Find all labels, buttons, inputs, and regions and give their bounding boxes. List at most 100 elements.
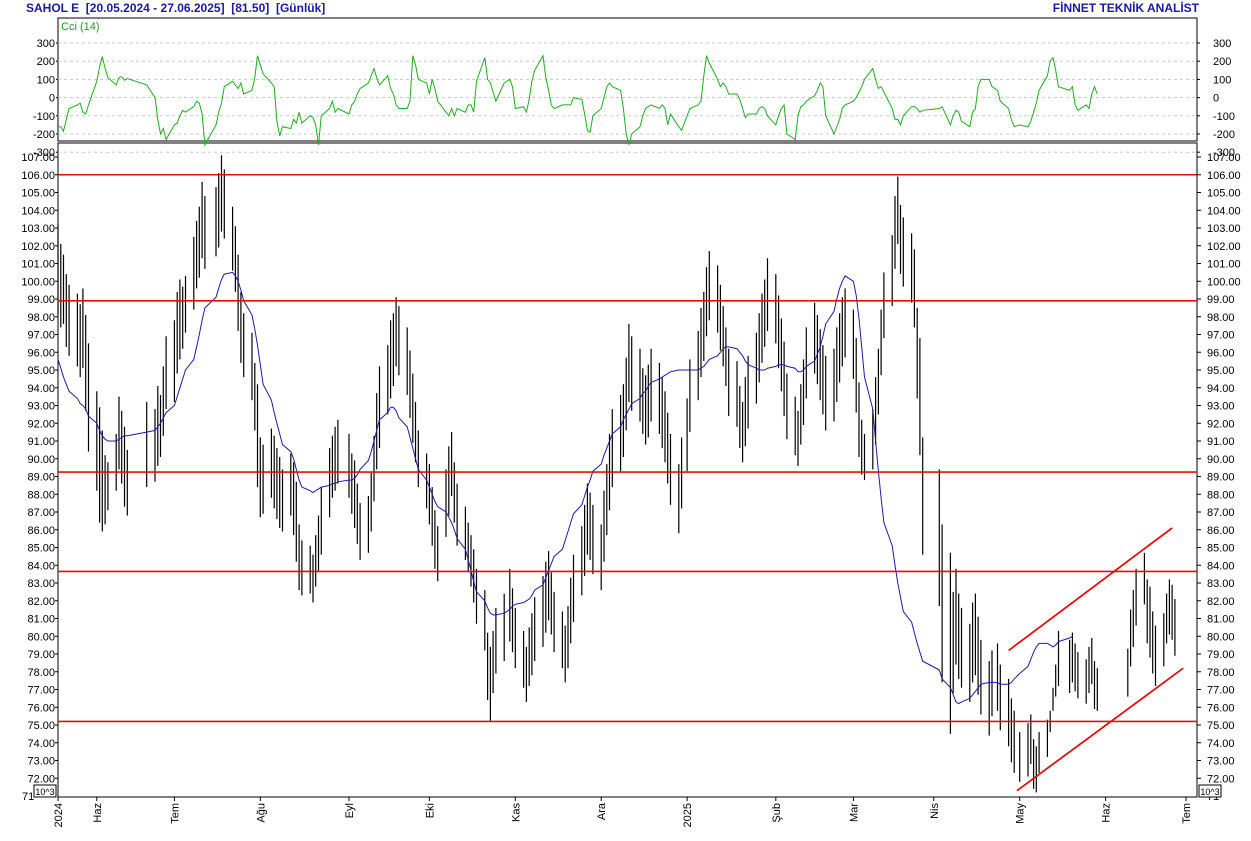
price-tick-label-right: 89.00: [1207, 472, 1235, 484]
price-tick-label-left: 106.00: [21, 170, 55, 182]
price-tick-label-right: 98.00: [1207, 312, 1235, 324]
moving-average-line: [57, 271, 1073, 705]
price-bars: [57, 155, 1176, 793]
price-axis-min-label: 71: [22, 791, 34, 803]
x-tick-label: 2025: [682, 803, 694, 827]
price-tick-label-left: 86.00: [27, 525, 55, 537]
chart-header-title: SAHOL E [20.05.2024 - 27.06.2025] [81.50…: [26, 1, 325, 15]
price-tick-label-right: 90.00: [1207, 454, 1235, 466]
price-tick-label-left: 93.00: [27, 401, 55, 413]
axis-misc: 717110^310^3: [22, 784, 1222, 803]
header-range: [20.05.2024 - 27.06.2025]: [85, 1, 225, 15]
price-tick-label-right: 74.00: [1207, 738, 1235, 750]
price-tick-label-right: 91.00: [1207, 436, 1235, 448]
x-tick-label: Tem: [1181, 803, 1193, 824]
price-tick-label-left: 94.00: [27, 383, 55, 395]
price-tick-label-left: 85.00: [27, 543, 55, 555]
price-tick-label-left: 82.00: [27, 596, 55, 608]
x-tick-label: Ara: [596, 802, 608, 820]
multiplier-label: 10^3: [1200, 787, 1219, 797]
x-tick-label: Haz: [1101, 803, 1113, 823]
cci-y-axis: 300 300 200 200 100 100 0 0 -100 -100 -200 -200 -300…: [33, 21, 1235, 159]
price-tick-label-left: 99.00: [27, 294, 55, 306]
price-tick-label-right: 88.00: [1207, 489, 1235, 501]
cci-tick-label-right: -200: [1213, 129, 1235, 141]
price-tick-label-right: 75.00: [1207, 720, 1235, 732]
price-tick-label-left: 105.00: [21, 188, 55, 200]
channel-upper-line: [1008, 527, 1173, 652]
price-tick-label-right: 87.00: [1207, 507, 1235, 519]
chart-frames: [57, 17, 1198, 798]
cci-tick-label-left: -300: [33, 147, 55, 159]
price-tick-label-left: 87.00: [27, 507, 55, 519]
header-period: [Günlük]: [275, 1, 326, 15]
price-tick-label-left: 73.00: [27, 756, 55, 768]
cci-grid: [58, 42, 1197, 153]
channel-lower-line: [1016, 667, 1184, 792]
cci-tick-label-right: 200: [1213, 56, 1231, 68]
price-tick-label-right: 78.00: [1207, 667, 1235, 679]
support-resistance-levels: [58, 173, 1197, 723]
cci-tick-label-left: -100: [33, 111, 55, 123]
x-tick-label: Nis: [929, 803, 941, 819]
price-tick-label-left: 77.00: [27, 685, 55, 697]
price-tick-label-right: 107.00: [1207, 152, 1241, 164]
price-tick-label-left: 103.00: [21, 223, 55, 235]
price-tick-label-right: 95.00: [1207, 365, 1235, 377]
price-y-axis: 107.00 107.00 106.00 106.00 105.00 105.00 104.…: [21, 152, 1240, 785]
price-tick-label-right: 102.00: [1207, 241, 1241, 253]
price-tick-label-right: 86.00: [1207, 525, 1235, 537]
price-tick-label-left: 88.00: [27, 489, 55, 501]
x-tick-label: Şub: [771, 803, 783, 823]
price-tick-label-right: 82.00: [1207, 596, 1235, 608]
price-tick-label-right: 76.00: [1207, 702, 1235, 714]
price-tick-label-left: 95.00: [27, 365, 55, 377]
price-tick-label-left: 100.00: [21, 276, 55, 288]
x-tick-label: Haz: [92, 803, 104, 823]
header-last: [81.50]: [231, 1, 270, 15]
x-tick-label: 2024: [53, 803, 65, 827]
cci-tick-label-right: 100: [1213, 74, 1231, 86]
price-tick-label-right: 92.00: [1207, 418, 1235, 430]
price-tick-label-left: 78.00: [27, 667, 55, 679]
cci-tick-label-left: -200: [33, 129, 55, 141]
price-tick-label-right: 106.00: [1207, 170, 1241, 182]
price-tick-label-left: 102.00: [21, 241, 55, 253]
header-brand: FİNNET TEKNİK ANALİST: [1052, 1, 1199, 15]
price-tick-label-left: 80.00: [27, 631, 55, 643]
price-tick-label-right: 100.00: [1207, 276, 1241, 288]
price-tick-label-left: 104.00: [21, 205, 55, 217]
price-tick-label-left: 89.00: [27, 472, 55, 484]
x-tick-label: Mar: [848, 803, 860, 822]
price-tick-label-right: 84.00: [1207, 560, 1235, 572]
multiplier-box: [1198, 784, 1222, 798]
price-tick-label-right: 99.00: [1207, 294, 1235, 306]
price-tick-label-right: 79.00: [1207, 649, 1235, 661]
x-tick-label: Kas: [510, 803, 522, 822]
x-tick-label: Eyl: [344, 803, 356, 818]
price-tick-label-left: 92.00: [27, 418, 55, 430]
trend-channel: [1008, 527, 1184, 792]
price-tick-label-right: 83.00: [1207, 578, 1235, 590]
price-tick-label-right: 72.00: [1207, 773, 1235, 785]
price-tick-label-left: 81.00: [27, 614, 55, 626]
price-tick-label-right: 105.00: [1207, 188, 1241, 200]
cci-tick-label-right: -100: [1213, 111, 1235, 123]
cci-tick-label-left: 200: [37, 56, 55, 68]
cci-tick-label-right: 0: [1213, 93, 1219, 105]
price-tick-label-right: 104.00: [1207, 205, 1241, 217]
cci-tick-label-left: 300: [37, 38, 55, 50]
cci-tick-label-right: -300: [1213, 147, 1235, 159]
multiplier-label: 10^3: [35, 787, 54, 797]
price-tick-label-left: 74.00: [27, 738, 55, 750]
price-tick-label-right: 81.00: [1207, 614, 1235, 626]
cci-line: [58, 54, 1098, 147]
header-symbol: SAHOL E: [26, 1, 80, 15]
cci-legend: Cci (14): [61, 21, 100, 33]
price-tick-label-right: 97.00: [1207, 330, 1235, 342]
x-tick-label: May: [1015, 803, 1027, 824]
price-panel-frame: [57, 142, 1198, 798]
price-tick-label-left: 75.00: [27, 720, 55, 732]
price-tick-label-right: 85.00: [1207, 543, 1235, 555]
price-tick-label-right: 73.00: [1207, 756, 1235, 768]
